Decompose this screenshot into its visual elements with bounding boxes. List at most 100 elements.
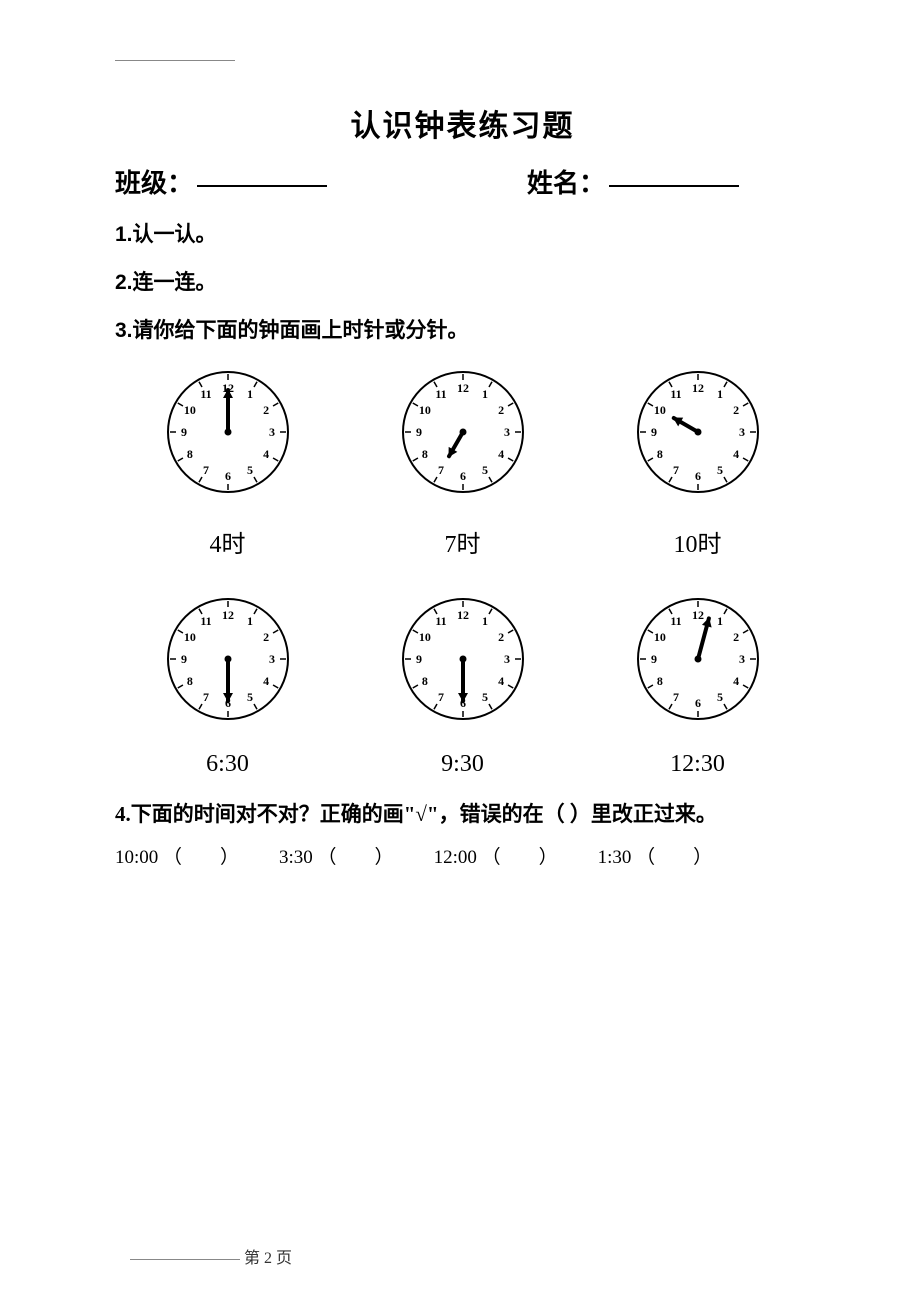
class-blank[interactable] [197, 163, 327, 187]
svg-text:1: 1 [482, 614, 488, 628]
svg-text:11: 11 [200, 387, 211, 401]
q4-item[interactable]: 12:00 （ ） [434, 842, 558, 869]
svg-text:4: 4 [733, 447, 739, 461]
clock-caption: 4时 [210, 524, 246, 559]
svg-text:9: 9 [416, 425, 422, 439]
svg-text:10: 10 [418, 403, 430, 417]
svg-text:1: 1 [717, 614, 723, 628]
student-info-row: 班级： 姓名： [115, 163, 810, 200]
svg-text:4: 4 [733, 674, 739, 688]
top-rule [115, 60, 235, 61]
svg-text:11: 11 [435, 614, 446, 628]
clock-caption: 12:30 [670, 751, 725, 778]
svg-text:12: 12 [457, 608, 469, 622]
question-4: 4.下面的时间对不对？正确的画"√"，错误的在（ ）里改正过来。 [115, 798, 810, 828]
svg-text:6: 6 [695, 696, 701, 710]
svg-text:10: 10 [183, 630, 195, 644]
name-label: 姓名： [527, 163, 605, 200]
svg-text:7: 7 [203, 690, 209, 704]
svg-text:12: 12 [457, 381, 469, 395]
svg-text:5: 5 [247, 463, 253, 477]
clock-caption: 10时 [674, 524, 722, 559]
svg-text:2: 2 [498, 403, 504, 417]
svg-text:9: 9 [651, 425, 657, 439]
svg-text:12: 12 [692, 381, 704, 395]
svg-text:8: 8 [421, 674, 427, 688]
q4-item[interactable]: 3:30 （ ） [279, 842, 394, 869]
svg-text:11: 11 [670, 387, 681, 401]
svg-text:12: 12 [692, 608, 704, 622]
clock-cell: 123456789101112 10时 [585, 362, 810, 559]
svg-text:2: 2 [498, 630, 504, 644]
svg-text:10: 10 [418, 630, 430, 644]
question-2: 2.连一连。 [115, 266, 810, 296]
svg-text:1: 1 [482, 387, 488, 401]
svg-text:7: 7 [438, 463, 444, 477]
svg-text:1: 1 [717, 387, 723, 401]
clock-cell: 123456789101112 12:30 [585, 589, 810, 778]
clock-caption: 9:30 [441, 751, 484, 778]
clock-cell: 123456789101112 7时 [350, 362, 575, 559]
svg-text:2: 2 [263, 630, 269, 644]
svg-text:10: 10 [653, 630, 665, 644]
svg-text:11: 11 [435, 387, 446, 401]
svg-text:11: 11 [670, 614, 681, 628]
svg-text:1: 1 [247, 614, 253, 628]
clock-caption: 6:30 [206, 751, 249, 778]
q4-item[interactable]: 1:30 （ ） [598, 842, 713, 869]
svg-text:10: 10 [183, 403, 195, 417]
svg-text:4: 4 [498, 447, 504, 461]
clock-caption: 7时 [445, 524, 481, 559]
svg-text:7: 7 [673, 690, 679, 704]
question-1: 1.认一认。 [115, 218, 810, 248]
svg-text:7: 7 [673, 463, 679, 477]
svg-text:4: 4 [263, 674, 269, 688]
page-title: 认识钟表练习题 [115, 101, 810, 145]
svg-text:5: 5 [717, 463, 723, 477]
svg-text:5: 5 [247, 690, 253, 704]
svg-text:4: 4 [498, 674, 504, 688]
svg-text:5: 5 [717, 690, 723, 704]
q4-answer-row: 10:00 （ ） 3:30 （ ） 12:00 （ ） 1:30 （ ） [115, 842, 810, 869]
svg-text:9: 9 [181, 652, 187, 666]
svg-text:12: 12 [222, 608, 234, 622]
page-footer: 第 2 页 [130, 1244, 292, 1268]
worksheet-page: 认识钟表练习题 班级： 姓名： 1.认一认。 2.连一连。 3.请你给下面的钟面… [0, 0, 920, 1302]
svg-text:2: 2 [263, 403, 269, 417]
svg-text:3: 3 [269, 425, 275, 439]
clock-cell: 123456789101112 6:30 [115, 589, 340, 778]
svg-text:7: 7 [203, 463, 209, 477]
clock-cell: 123456789101112 9:30 [350, 589, 575, 778]
svg-text:2: 2 [733, 403, 739, 417]
svg-text:5: 5 [482, 463, 488, 477]
svg-text:7: 7 [438, 690, 444, 704]
svg-text:8: 8 [656, 674, 662, 688]
svg-text:1: 1 [247, 387, 253, 401]
clock-grid: 123456789101112 4时123456789101112 7时1234… [115, 362, 810, 778]
svg-text:8: 8 [186, 447, 192, 461]
svg-text:3: 3 [504, 652, 510, 666]
footer-text: 第 2 页 [244, 1250, 292, 1267]
svg-text:6: 6 [225, 469, 231, 483]
svg-text:6: 6 [695, 469, 701, 483]
clock-cell: 123456789101112 4时 [115, 362, 340, 559]
question-3: 3.请你给下面的钟面画上时针或分针。 [115, 314, 810, 344]
svg-text:2: 2 [733, 630, 739, 644]
svg-text:6: 6 [460, 469, 466, 483]
svg-text:9: 9 [416, 652, 422, 666]
svg-text:9: 9 [181, 425, 187, 439]
svg-text:3: 3 [739, 652, 745, 666]
class-label: 班级： [115, 163, 193, 200]
q4-item[interactable]: 10:00 （ ） [115, 842, 239, 869]
svg-text:10: 10 [653, 403, 665, 417]
svg-text:9: 9 [651, 652, 657, 666]
svg-text:3: 3 [504, 425, 510, 439]
svg-text:5: 5 [482, 690, 488, 704]
svg-text:11: 11 [200, 614, 211, 628]
name-blank[interactable] [609, 163, 739, 187]
svg-text:3: 3 [739, 425, 745, 439]
svg-text:3: 3 [269, 652, 275, 666]
svg-text:8: 8 [421, 447, 427, 461]
svg-text:4: 4 [263, 447, 269, 461]
svg-text:8: 8 [656, 447, 662, 461]
